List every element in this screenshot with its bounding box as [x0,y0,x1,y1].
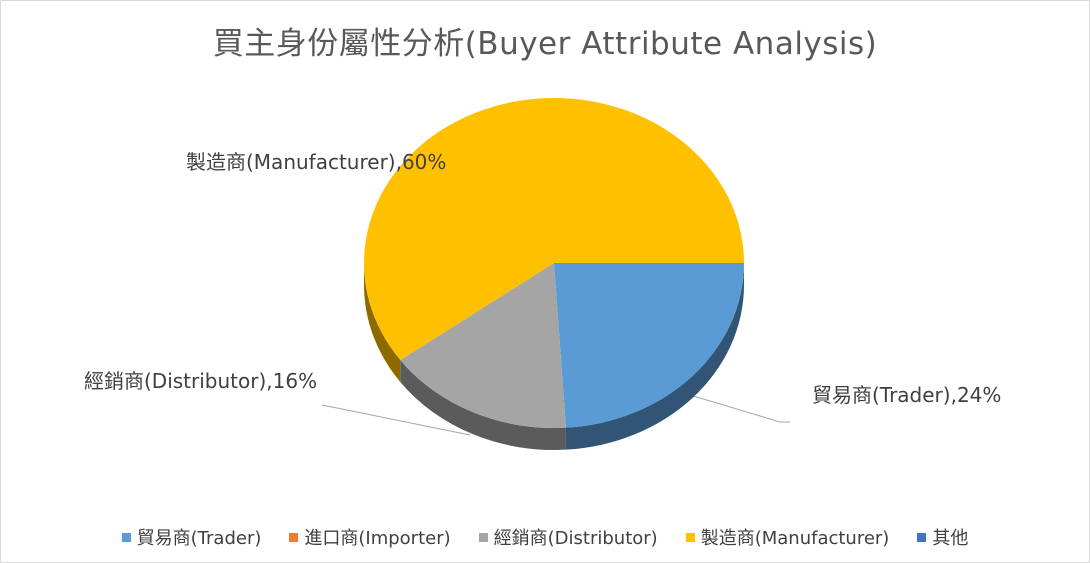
pie-slice-distributor [400,263,566,428]
legend-label-importer: 進口商(Importer) [304,528,451,549]
legend-label-trader: 貿易商(Trader) [136,528,262,549]
legend: 貿易商(Trader) 進口商(Importer) 經銷商(Distributo… [0,524,1090,550]
pie-side-trader [565,263,744,450]
pie-slice-trader [554,263,744,428]
chart-title: 買主身份屬性分析(Buyer Attribute Analysis) [212,26,878,62]
data-label-manufacturer: 製造商(Manufacturer),60% [186,150,447,174]
legend-item-trader: 貿易商(Trader) [121,524,262,550]
leader-line-distributor [321,404,471,436]
legend-label-other: 其他 [932,528,969,549]
legend-item-importer: 進口商(Importer) [289,524,451,550]
data-label-distributor: 經銷商(Distributor),16% [84,369,318,393]
legend-swatch-distributor [478,532,488,542]
legend-swatch-trader [121,532,131,542]
data-label-trader: 貿易商(Trader),24% [812,383,1002,407]
legend-swatch-manufacturer [685,532,695,542]
legend-swatch-importer [289,532,299,542]
pie-side-distributor [400,359,566,450]
legend-swatch-other [917,532,927,542]
legend-label-distributor: 經銷商(Distributor) [493,528,658,549]
legend-item-distributor: 經銷商(Distributor) [478,524,658,550]
pie-slice-manufacturer [363,97,744,360]
legend-item-other: 其他 [917,524,968,550]
pie-side-manufacturer [364,263,401,382]
legend-label-manufacturer: 製造商(Manufacturer) [700,528,890,549]
legend-item-manufacturer: 製造商(Manufacturer) [685,524,890,550]
leader-line-trader [689,394,790,423]
